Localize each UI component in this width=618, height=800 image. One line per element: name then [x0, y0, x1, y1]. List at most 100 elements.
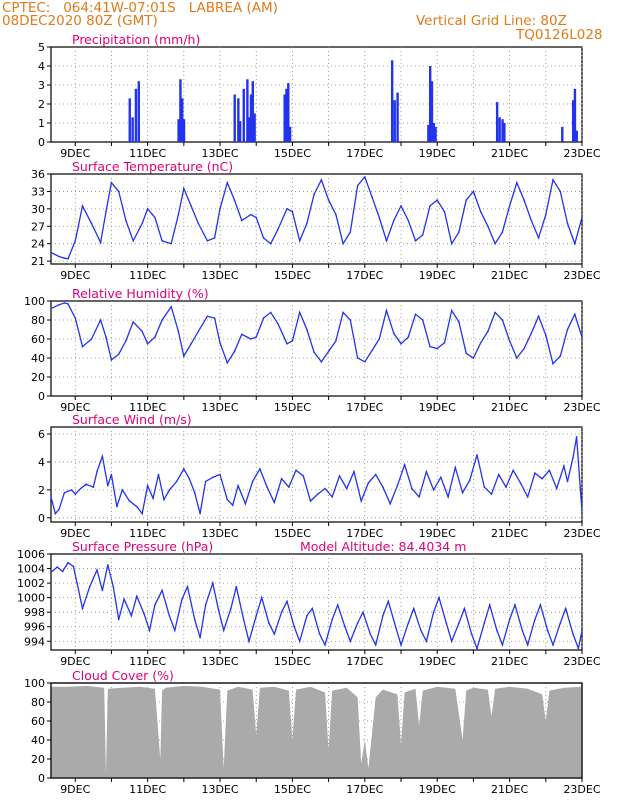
- series-point: [233, 199, 236, 201]
- y-tick-label: 0: [38, 390, 45, 403]
- panel-annotation: Model Altitude: 84.4034 m: [300, 539, 466, 554]
- series-point: [436, 199, 439, 201]
- series-point: [488, 604, 491, 606]
- series-point: [81, 345, 84, 348]
- series-point: [168, 489, 171, 491]
- series-point: [117, 353, 120, 356]
- series-point: [327, 199, 330, 201]
- series-point: [96, 569, 98, 571]
- series-point: [508, 340, 511, 342]
- panel-frame: [50, 173, 583, 265]
- series-point: [564, 607, 567, 610]
- series-point: [429, 205, 431, 207]
- series-point: [574, 242, 576, 245]
- series-point: [213, 317, 216, 319]
- x-tick-label: 13DEC: [201, 147, 238, 160]
- precip-bar: [427, 124, 430, 142]
- series-point: [521, 629, 524, 632]
- series-point: [90, 222, 93, 225]
- y-tick-label: 0: [38, 772, 45, 785]
- x-tick-label: 9DEC: [60, 527, 90, 540]
- x-tick-label: 17DEC: [346, 783, 383, 796]
- series-point: [154, 604, 156, 606]
- series-point: [79, 487, 82, 490]
- series-point: [440, 476, 442, 479]
- y-tick-label: 100: [24, 677, 45, 690]
- series-point: [110, 359, 113, 361]
- series-point: [479, 342, 482, 344]
- series-point: [393, 332, 395, 335]
- series-point: [76, 582, 78, 584]
- precip-bar: [495, 102, 499, 142]
- series-point: [349, 640, 352, 643]
- precip-bar: [179, 79, 182, 142]
- series-point: [67, 258, 69, 260]
- series-point: [233, 350, 236, 353]
- series-point: [226, 181, 229, 184]
- series-point: [163, 498, 165, 501]
- series-point: [552, 179, 554, 181]
- series-point: [277, 323, 279, 325]
- series-point: [526, 496, 529, 498]
- x-tick-label: 23DEC: [563, 527, 600, 540]
- series-point: [519, 482, 522, 484]
- series-point: [269, 242, 272, 245]
- series-point: [465, 199, 468, 201]
- series-point: [400, 205, 402, 207]
- y-tick-label: 4: [38, 456, 45, 469]
- panel-title: Surface Wind (m/s): [72, 412, 192, 427]
- series-point: [563, 465, 565, 467]
- series-point: [58, 304, 60, 306]
- x-tick-label: 9DEC: [60, 655, 90, 668]
- series-point: [537, 237, 540, 239]
- series-point: [56, 566, 58, 568]
- series-point: [420, 629, 422, 632]
- series-point: [298, 640, 301, 643]
- series-point: [199, 636, 201, 639]
- precip-bar: [498, 117, 501, 142]
- series-point: [545, 334, 547, 337]
- series-point: [421, 234, 424, 236]
- panel-frame-top: [50, 682, 583, 779]
- x-tick-label: 23DEC: [563, 655, 600, 668]
- precip-bar: [238, 121, 242, 142]
- x-tick-label: 21DEC: [491, 527, 528, 540]
- panel-press: Surface Pressure (hPa) Model Altitude: 84…: [17, 539, 601, 668]
- series-point: [394, 625, 397, 628]
- series-point: [407, 622, 410, 624]
- series-point: [132, 321, 134, 323]
- series-point: [141, 330, 143, 333]
- series-point: [572, 456, 574, 459]
- x-tick-label: 21DEC: [491, 655, 528, 668]
- series-point: [579, 486, 581, 488]
- series-point: [177, 213, 180, 216]
- series-point: [407, 219, 410, 222]
- series-point: [136, 505, 138, 508]
- series-point: [382, 486, 384, 488]
- series-point: [425, 470, 428, 473]
- series-point: [483, 622, 486, 624]
- series-point: [421, 319, 424, 321]
- series-point: [505, 486, 507, 488]
- series-point: [161, 240, 163, 242]
- series-point: [465, 352, 468, 355]
- series-point: [324, 644, 326, 646]
- series-point: [443, 342, 446, 344]
- series-point: [81, 607, 84, 610]
- series-point: [244, 503, 247, 505]
- series-point: [445, 622, 448, 624]
- series-point: [429, 345, 431, 348]
- series-point: [349, 231, 352, 233]
- series-point: [374, 644, 377, 646]
- series-point: [50, 496, 52, 498]
- chart-header: CPTEC: 064:41W-07:01S LABREA (AM) 08DEC2…: [0, 0, 618, 44]
- series-point: [293, 625, 296, 628]
- series-point: [342, 242, 344, 245]
- series-point: [128, 500, 131, 502]
- panel-title: Precipitation (mm/h): [72, 32, 200, 47]
- y-tick-label: 4: [38, 60, 45, 73]
- series-point: [250, 213, 252, 216]
- series-point: [161, 589, 163, 592]
- series-point: [479, 210, 482, 213]
- series-point: [306, 328, 308, 331]
